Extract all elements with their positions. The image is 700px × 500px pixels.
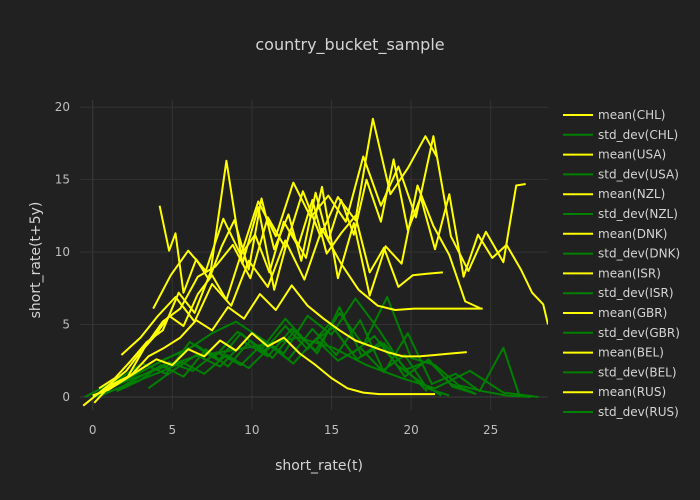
- x-tick-label: 15: [324, 423, 339, 437]
- legend-label: std_dev(USA): [598, 167, 679, 181]
- series-line-std_dev-gbr[interactable]: [97, 319, 521, 398]
- y-tick-label: 20: [55, 100, 70, 114]
- series-layer: [82, 117, 548, 407]
- legend-item[interactable]: std_dev(ISR): [563, 286, 674, 300]
- x-tick-label: 0: [89, 423, 97, 437]
- series-line-std_dev-rus[interactable]: [147, 296, 531, 398]
- legend-item[interactable]: mean(ISR): [563, 266, 661, 280]
- series-line-mean-dnk[interactable]: [82, 199, 443, 407]
- legend-label: std_dev(CHL): [598, 128, 678, 142]
- legend-label: mean(GBR): [598, 306, 667, 320]
- legend-label: std_dev(BEL): [598, 365, 677, 379]
- legend-item[interactable]: std_dev(GBR): [563, 326, 680, 340]
- legend-label: mean(NZL): [598, 187, 665, 201]
- legend-item[interactable]: mean(USA): [563, 148, 666, 162]
- series-line-mean-nzl[interactable]: [98, 159, 482, 390]
- x-axis-title: short_rate(t): [275, 458, 363, 474]
- x-tick-label: 10: [244, 423, 259, 437]
- legend-item[interactable]: std_dev(USA): [563, 167, 679, 181]
- series-line-std_dev-nzl[interactable]: [95, 317, 477, 397]
- tick-layer: 0 5 10 15 20 25 0 5 10 15 20: [55, 100, 499, 437]
- legend-label: std_dev(DNK): [598, 247, 680, 261]
- legend-label: mean(DNK): [598, 227, 667, 241]
- x-tick-label: 25: [483, 423, 498, 437]
- legend[interactable]: mean(CHL) std_dev(CHL) mean(USA) std_dev(US…: [563, 108, 680, 419]
- legend-label: mean(ISR): [598, 266, 661, 280]
- series-line-std_dev-chl[interactable]: [92, 336, 539, 398]
- series-line-std_dev-isr[interactable]: [116, 306, 474, 394]
- legend-label: std_dev(RUS): [598, 405, 679, 419]
- y-tick-label: 5: [62, 318, 70, 332]
- legend-item[interactable]: std_dev(CHL): [563, 128, 678, 142]
- y-tick-label: 10: [55, 245, 70, 259]
- legend-label: std_dev(NZL): [598, 207, 678, 221]
- legend-item[interactable]: mean(CHL): [563, 108, 665, 122]
- y-tick-label: 15: [55, 173, 70, 187]
- legend-item[interactable]: mean(DNK): [563, 227, 667, 241]
- legend-item[interactable]: mean(GBR): [563, 306, 667, 320]
- x-tick-label: 5: [169, 423, 177, 437]
- legend-item[interactable]: std_dev(DNK): [563, 247, 680, 261]
- series-line-std_dev-bel[interactable]: [92, 338, 450, 398]
- legend-item[interactable]: mean(RUS): [563, 385, 666, 399]
- legend-label: mean(CHL): [598, 108, 665, 122]
- legend-item[interactable]: mean(NZL): [563, 187, 665, 201]
- chart-title: country_bucket_sample: [255, 35, 444, 55]
- series-line-mean-rus[interactable]: [152, 135, 526, 310]
- legend-label: std_dev(GBR): [598, 326, 680, 340]
- series-line-mean-isr[interactable]: [120, 227, 483, 356]
- legend-label: mean(RUS): [598, 385, 666, 399]
- series-line-mean-gbr[interactable]: [100, 284, 467, 394]
- legend-label: std_dev(ISR): [598, 286, 674, 300]
- legend-item[interactable]: std_dev(RUS): [563, 405, 679, 419]
- legend-item[interactable]: mean(BEL): [563, 346, 664, 360]
- y-tick-label: 0: [62, 390, 70, 404]
- y-axis-title: short_rate(t+5y): [28, 202, 44, 319]
- legend-label: mean(BEL): [598, 346, 664, 360]
- series-line-mean-bel[interactable]: [92, 332, 435, 397]
- x-tick-label: 20: [403, 423, 418, 437]
- legend-item[interactable]: std_dev(BEL): [563, 365, 677, 379]
- legend-label: mean(USA): [598, 148, 666, 162]
- legend-item[interactable]: std_dev(NZL): [563, 207, 678, 221]
